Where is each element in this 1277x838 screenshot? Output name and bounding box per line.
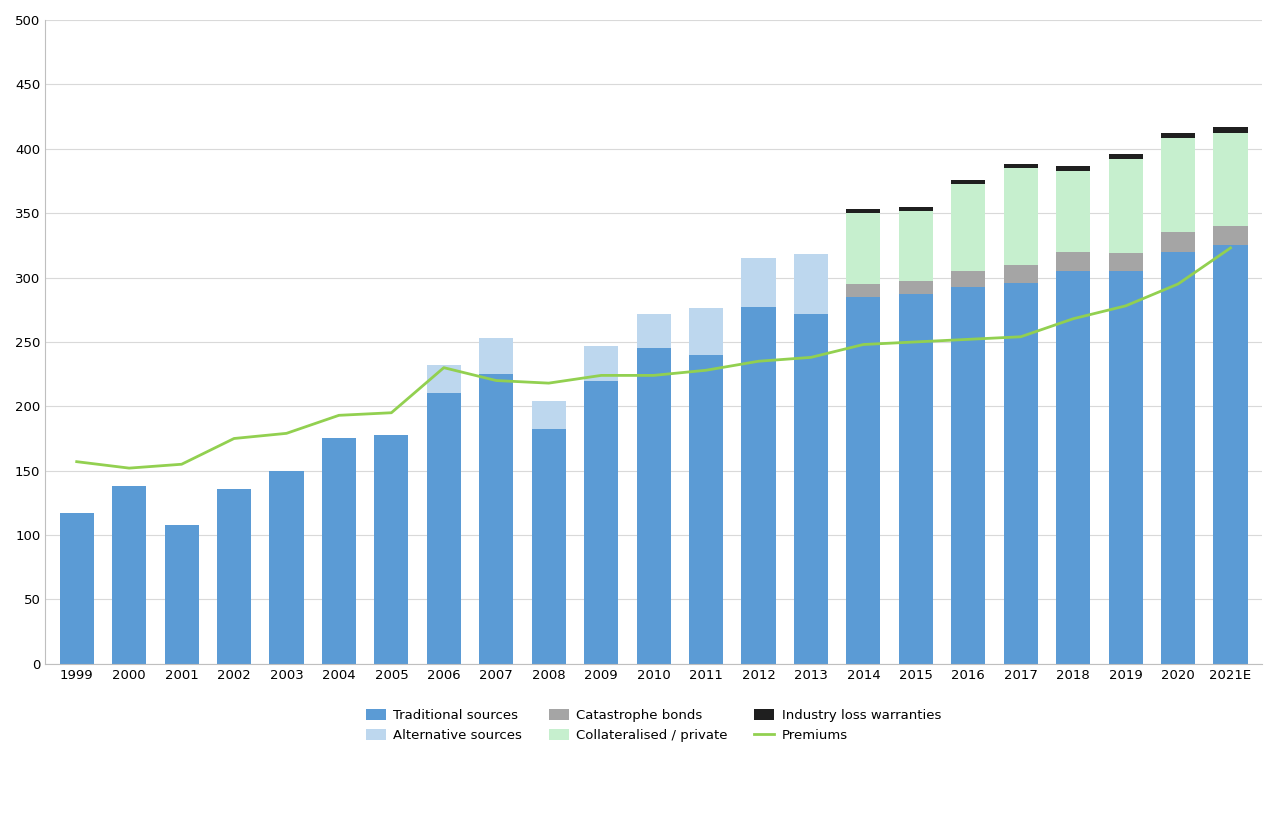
Bar <box>847 210 880 213</box>
Bar <box>427 393 461 664</box>
Bar <box>636 313 670 349</box>
Bar <box>269 471 304 664</box>
Bar <box>951 184 986 272</box>
Bar <box>636 349 670 664</box>
Bar <box>794 313 827 664</box>
Bar <box>1161 133 1195 138</box>
Line: Premiums: Premiums <box>77 248 1231 468</box>
Bar <box>1213 127 1248 133</box>
Bar <box>847 213 880 284</box>
Premiums <box>1171 279 1186 289</box>
Bar <box>1108 159 1143 253</box>
Bar <box>112 486 146 664</box>
Premiums <box>1117 301 1133 311</box>
Bar <box>899 210 933 282</box>
Bar <box>899 282 933 294</box>
Bar <box>899 294 933 664</box>
Premiums <box>646 370 661 380</box>
Premiums <box>383 408 398 418</box>
Bar <box>1161 251 1195 664</box>
Premiums <box>278 428 294 438</box>
Bar <box>1004 282 1038 664</box>
Bar <box>690 308 723 354</box>
Premiums <box>1223 243 1239 253</box>
Bar <box>427 365 461 393</box>
Bar <box>584 346 618 380</box>
Bar <box>1161 232 1195 251</box>
Bar <box>60 513 93 664</box>
Premiums <box>751 356 766 366</box>
Premiums <box>69 457 84 467</box>
Bar <box>584 380 618 664</box>
Bar <box>1056 166 1091 171</box>
Bar <box>1213 246 1248 664</box>
Legend: Traditional sources, Alternative sources, Catastrophe bonds, Collateralised / pr: Traditional sources, Alternative sources… <box>360 703 946 747</box>
Bar <box>217 489 252 664</box>
Bar <box>1004 265 1038 282</box>
Bar <box>1213 133 1248 226</box>
Premiums <box>331 411 346 421</box>
Bar <box>1004 168 1038 265</box>
Bar <box>479 338 513 374</box>
Bar <box>951 287 986 664</box>
Bar <box>1056 272 1091 664</box>
Bar <box>165 525 199 664</box>
Bar <box>1108 253 1143 272</box>
Premiums <box>1013 332 1028 342</box>
Premiums <box>121 463 137 473</box>
Premiums <box>541 378 557 388</box>
Bar <box>1213 226 1248 246</box>
Bar <box>1108 154 1143 159</box>
Bar <box>899 207 933 210</box>
Premiums <box>174 459 189 469</box>
Bar <box>742 308 775 664</box>
Premiums <box>699 365 714 375</box>
Premiums <box>594 370 609 380</box>
Bar <box>951 272 986 287</box>
Bar <box>847 284 880 297</box>
Bar <box>531 430 566 664</box>
Bar <box>742 258 775 308</box>
Premiums <box>489 375 504 385</box>
Bar <box>1161 138 1195 232</box>
Bar <box>531 401 566 430</box>
Bar <box>794 255 827 313</box>
Bar <box>479 374 513 664</box>
Premiums <box>856 339 871 349</box>
Bar <box>1056 171 1091 251</box>
Bar <box>690 354 723 664</box>
Premiums <box>1065 313 1080 323</box>
Bar <box>1004 164 1038 168</box>
Premiums <box>908 337 923 347</box>
Bar <box>322 438 356 664</box>
Premiums <box>437 363 452 373</box>
Bar <box>951 179 986 184</box>
Premiums <box>226 433 241 443</box>
Bar <box>374 435 409 664</box>
Bar <box>847 297 880 664</box>
Premiums <box>960 334 976 344</box>
Bar <box>1108 272 1143 664</box>
Bar <box>1056 251 1091 272</box>
Premiums <box>803 352 819 362</box>
